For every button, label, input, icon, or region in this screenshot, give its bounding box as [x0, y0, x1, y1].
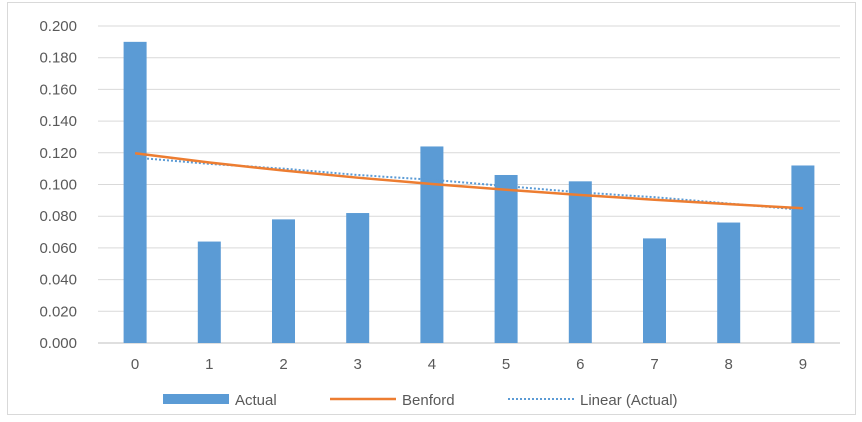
bar-actual-5 — [494, 174, 518, 343]
x-tick-label: 8 — [725, 356, 733, 373]
bar-actual-9 — [791, 165, 815, 343]
x-tick-label: 7 — [650, 356, 658, 373]
x-tick-label: 2 — [279, 356, 287, 373]
bar-actual-2 — [272, 219, 295, 343]
y-tick-label: 0.040 — [39, 272, 77, 289]
y-tick-label: 0.160 — [39, 81, 77, 98]
x-tick-label: 9 — [799, 356, 807, 373]
bar-actual-4 — [420, 146, 444, 343]
bar-actual-1 — [197, 241, 221, 343]
gridlines — [98, 25, 840, 344]
y-tick-label: 0.180 — [39, 50, 77, 67]
y-tick-label: 0.020 — [39, 303, 77, 320]
series-line-benford — [134, 152, 803, 210]
legend-swatch-actual — [163, 394, 229, 404]
x-tick-label: 1 — [205, 356, 213, 373]
y-tick-label: 0.140 — [39, 113, 77, 130]
y-tick-label: 0.060 — [39, 240, 77, 257]
legend-label-linear-actual: Linear (Actual) — [580, 392, 678, 409]
bar-actual-6 — [568, 181, 592, 343]
bar-actual-3 — [346, 213, 370, 343]
bar-actual-7 — [643, 238, 666, 343]
x-tick-label: 5 — [502, 356, 510, 373]
legend: Actual Benford Linear (Actual) — [163, 392, 678, 409]
legend-label-actual: Actual — [235, 392, 277, 409]
x-tick-label: 0 — [131, 356, 139, 373]
x-tick-label: 6 — [576, 356, 584, 373]
bar-actual-0 — [123, 41, 147, 343]
y-tick-label: 0.000 — [39, 335, 77, 352]
y-tick-label: 0.100 — [39, 177, 77, 194]
y-axis-tick-labels: 0.000 0.020 0.040 0.060 0.080 0.100 0.120 0.140… — [39, 18, 77, 352]
bar-series-actual — [123, 41, 815, 343]
legend-label-benford: Benford — [402, 392, 455, 409]
bar-actual-8 — [717, 222, 741, 343]
line-series — [134, 152, 803, 211]
y-tick-label: 0.080 — [39, 208, 77, 225]
x-tick-label: 4 — [428, 356, 436, 373]
y-tick-label: 0.120 — [39, 145, 77, 162]
x-axis-tick-labels: 0 1 2 3 4 5 6 7 8 9 — [131, 356, 807, 373]
y-tick-label: 0.200 — [39, 18, 77, 35]
x-tick-label: 3 — [354, 356, 362, 373]
